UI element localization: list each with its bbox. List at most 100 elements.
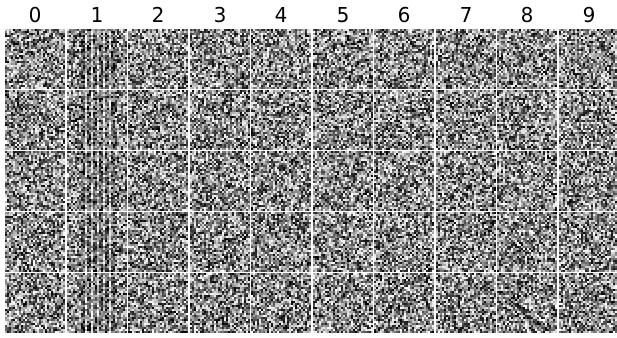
noise-image <box>313 212 373 272</box>
noise-image <box>251 151 311 211</box>
noise-image <box>190 151 250 211</box>
noise-image <box>5 212 65 272</box>
noise-image-panel <box>374 212 434 272</box>
noise-image-panel <box>251 273 311 333</box>
noise-image <box>251 212 311 272</box>
noise-image-panel <box>190 273 250 333</box>
noise-image-panel <box>559 212 617 272</box>
noise-image <box>67 273 127 333</box>
noise-image <box>374 29 434 89</box>
noise-image <box>436 90 496 150</box>
noise-image-panel <box>128 212 188 272</box>
noise-image-panel <box>559 151 617 211</box>
column-label: 9 <box>582 3 596 27</box>
noise-image-panel <box>313 29 373 89</box>
noise-image <box>497 90 557 150</box>
noise-image <box>313 151 373 211</box>
noise-image <box>190 29 250 89</box>
noise-image <box>67 29 127 89</box>
noise-image-panel <box>313 212 373 272</box>
noise-image <box>251 29 311 89</box>
noise-image <box>497 273 557 333</box>
noise-image-panel <box>374 151 434 211</box>
noise-image-panel <box>374 29 434 89</box>
noise-image <box>559 212 617 272</box>
noise-image-panel <box>374 273 434 333</box>
noise-image-panel <box>436 90 496 150</box>
noise-image-panel <box>436 151 496 211</box>
column-label: 6 <box>397 3 411 27</box>
noise-image <box>559 29 617 89</box>
noise-image-panel <box>128 29 188 89</box>
noise-image-panel <box>251 29 311 89</box>
noise-image-panel <box>497 90 557 150</box>
noise-image <box>128 151 188 211</box>
noise-image-panel <box>313 151 373 211</box>
noise-image-panel <box>559 90 617 150</box>
noise-image-panel <box>251 212 311 272</box>
noise-image-panel <box>497 212 557 272</box>
noise-image-panel <box>436 273 496 333</box>
noise-image-panel <box>190 29 250 89</box>
noise-image <box>436 151 496 211</box>
noise-image-panel <box>497 151 557 211</box>
noise-image-panel <box>497 29 557 89</box>
noise-image <box>190 273 250 333</box>
column-label: 0 <box>28 3 42 27</box>
noise-image <box>436 212 496 272</box>
noise-image-panel <box>67 29 127 89</box>
column-label: 4 <box>274 3 288 27</box>
noise-image-panel <box>5 29 65 89</box>
noise-image-panel <box>559 273 617 333</box>
noise-image <box>497 29 557 89</box>
noise-image-panel <box>190 90 250 150</box>
noise-image <box>559 273 617 333</box>
noise-image-panel <box>128 151 188 211</box>
column-label: 7 <box>459 3 473 27</box>
noise-image-panel <box>436 212 496 272</box>
noise-image-panel <box>67 273 127 333</box>
noise-image-panel <box>436 29 496 89</box>
noise-image <box>5 273 65 333</box>
column-label: 2 <box>151 3 165 27</box>
noise-image-panel <box>559 29 617 89</box>
noise-image-panel <box>251 90 311 150</box>
noise-image <box>374 90 434 150</box>
noise-image <box>251 273 311 333</box>
noise-image-panel <box>497 273 557 333</box>
noise-image <box>128 212 188 272</box>
noise-image-panel <box>190 151 250 211</box>
noise-image <box>374 151 434 211</box>
noise-image-panel <box>5 273 65 333</box>
noise-image <box>313 90 373 150</box>
noise-image-panel <box>128 90 188 150</box>
noise-image-panel <box>190 212 250 272</box>
noise-image <box>313 273 373 333</box>
noise-image <box>67 90 127 150</box>
noise-image <box>251 90 311 150</box>
noise-image <box>67 212 127 272</box>
noise-image <box>128 273 188 333</box>
noise-image-panel <box>128 273 188 333</box>
noise-image <box>128 29 188 89</box>
noise-image-panel <box>5 90 65 150</box>
noise-image-panel <box>313 273 373 333</box>
noise-image <box>190 212 250 272</box>
noise-image <box>374 212 434 272</box>
column-label: 8 <box>520 3 534 27</box>
noise-image <box>436 29 496 89</box>
noise-image-panel <box>5 212 65 272</box>
noise-image <box>190 90 250 150</box>
noise-image-panel <box>313 90 373 150</box>
column-label: 3 <box>213 3 227 27</box>
noise-image-panel <box>67 151 127 211</box>
noise-image <box>67 151 127 211</box>
noise-image-panel <box>374 90 434 150</box>
noise-image-panel <box>5 151 65 211</box>
noise-image-panel <box>67 212 127 272</box>
noise-image-panel <box>67 90 127 150</box>
noise-image <box>559 151 617 211</box>
column-label: 1 <box>90 3 104 27</box>
noise-image <box>5 90 65 150</box>
